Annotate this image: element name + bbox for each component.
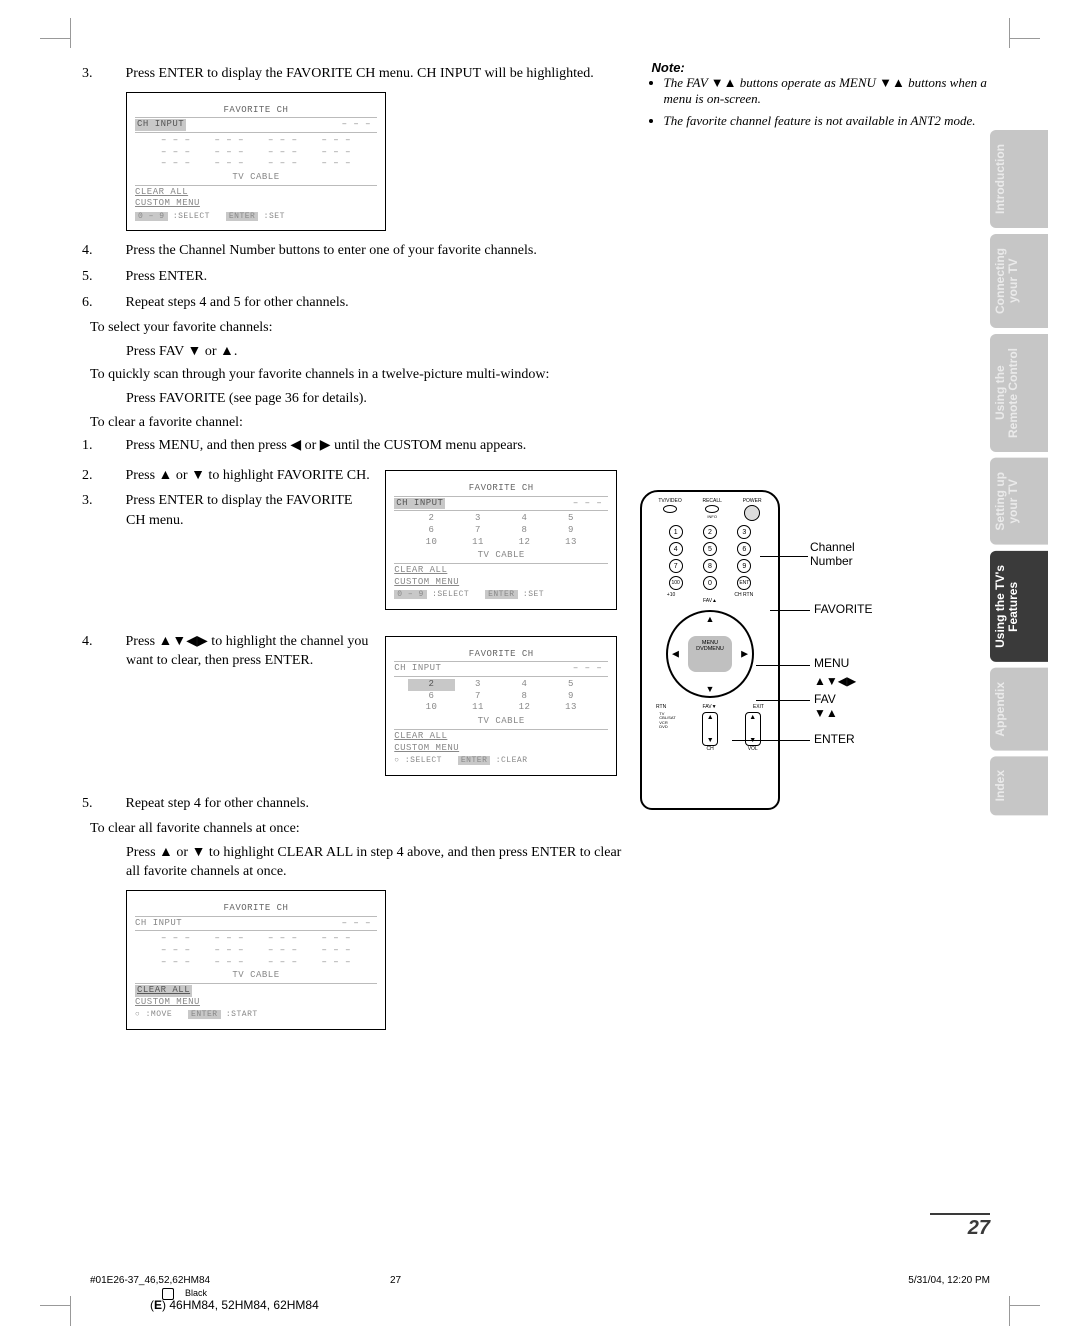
note-title: Note: xyxy=(652,60,990,75)
osd-ch-input: CH INPUT xyxy=(135,119,186,131)
clear-step-5: 5. Repeat step 4 for other channels. xyxy=(126,794,632,814)
tab-using-features: Using the TV's Features xyxy=(990,551,1048,662)
section-clear-all-title: To clear all favorite channels at once: xyxy=(90,819,632,839)
clear-step-1: 1. Press MENU, and then press ◀ or ▶ unt… xyxy=(126,436,632,456)
crop-mark xyxy=(1000,18,1040,58)
footer-file: #01E26-37_46,52,62HM84 xyxy=(90,1275,390,1286)
osd-dash: – – – xyxy=(342,119,372,131)
tab-setting: Setting up your TV xyxy=(990,458,1048,545)
page-number: 27 xyxy=(930,1213,990,1240)
crop-mark xyxy=(1000,1286,1040,1326)
step-4: 4. Press the Channel Number buttons to e… xyxy=(126,241,632,261)
callout-enter: ENTER xyxy=(814,732,855,746)
section-clear-title: To clear a favorite channel: xyxy=(90,413,632,433)
tab-appendix: Appendix xyxy=(990,668,1048,751)
clear-step-2: 2. Press ▲ or ▼ to highlight FAVORITE CH… xyxy=(126,466,373,486)
osd-custom-menu: CUSTOM MENU xyxy=(135,198,377,210)
osd-favorite-ch-4: FAVORITE CH CH INPUT– – – – – –– – –– – … xyxy=(126,890,386,1030)
clear-step-3: 3. Press ENTER to display the FAVORITE C… xyxy=(126,491,373,530)
tab-remote: Using the Remote Control xyxy=(990,334,1048,452)
crop-mark xyxy=(40,1286,80,1326)
note-1: The FAV ▼▲ buttons operate as MENU ▼▲ bu… xyxy=(664,75,990,107)
clear-step-4: 4. Press ▲▼◀▶ to highlight the channel y… xyxy=(126,632,373,671)
side-tabs: Introduction Connecting your TV Using th… xyxy=(990,130,1048,816)
footer-date: 5/31/04, 12:20 PM xyxy=(690,1275,990,1286)
osd-clear-all: CLEAR ALL xyxy=(135,187,377,199)
osd-tv-cable: TV CABLE xyxy=(135,172,377,184)
scan-instruction: Press FAVORITE (see page 36 for details)… xyxy=(126,389,632,409)
footer-page: 27 xyxy=(390,1275,690,1286)
callout-favorite: FAVORITE xyxy=(814,602,872,616)
osd-favorite-ch-1: FAVORITE CH CH INPUT– – – – – –– – –– – … xyxy=(126,92,386,232)
callout-menu: MENU xyxy=(814,656,849,670)
section-scan-title: To quickly scan through your favorite ch… xyxy=(90,365,632,385)
footer-black: Black xyxy=(185,1288,207,1298)
tab-connecting: Connecting your TV xyxy=(990,234,1048,328)
remote-illustration: TV/VIDEO RECALLINFO POWER 123 456 789 10… xyxy=(640,490,840,840)
footer: #01E26-37_46,52,62HM84 27 5/31/04, 12:20… xyxy=(90,1275,990,1286)
crop-mark xyxy=(40,18,80,58)
footer-model: (E) 46HM84, 52HM84, 62HM84 xyxy=(150,1298,319,1312)
osd-favorite-ch-3: FAVORITE CH CH INPUT– – – 2345 6789 1011… xyxy=(385,636,617,776)
tab-introduction: Introduction xyxy=(990,130,1048,228)
step-5-text: Press ENTER. xyxy=(126,269,208,284)
step-5: 5. Press ENTER. xyxy=(126,267,632,287)
callout-fav: FAV ▼▲ xyxy=(814,692,840,720)
step-4-text: Press the Channel Number buttons to ente… xyxy=(126,243,537,258)
step-3-text: Press ENTER to display the FAVORITE CH m… xyxy=(126,66,594,81)
callout-channel-number: Channel Number xyxy=(810,540,855,568)
step-3: 3. Press ENTER to display the FAVORITE C… xyxy=(126,64,632,84)
main-body: 3. Press ENTER to display the FAVORITE C… xyxy=(90,60,632,1040)
select-instruction: Press FAV ▼ or ▲. xyxy=(126,342,632,362)
osd-favorite-ch-2: FAVORITE CH CH INPUT– – – 2345 6789 1011… xyxy=(385,470,617,610)
osd-title: FAVORITE CH xyxy=(135,105,377,117)
tab-index: Index xyxy=(990,756,1048,815)
note-2: The favorite channel feature is not avai… xyxy=(664,113,990,129)
section-select-title: To select your favorite channels: xyxy=(90,318,632,338)
step-6-text: Repeat steps 4 and 5 for other channels. xyxy=(126,295,349,310)
clear-all-instruction: Press ▲ or ▼ to highlight CLEAR ALL in s… xyxy=(126,843,632,882)
callout-arrows: ▲▼◀▶ xyxy=(814,674,856,688)
step-6: 6. Repeat steps 4 and 5 for other channe… xyxy=(126,293,632,313)
